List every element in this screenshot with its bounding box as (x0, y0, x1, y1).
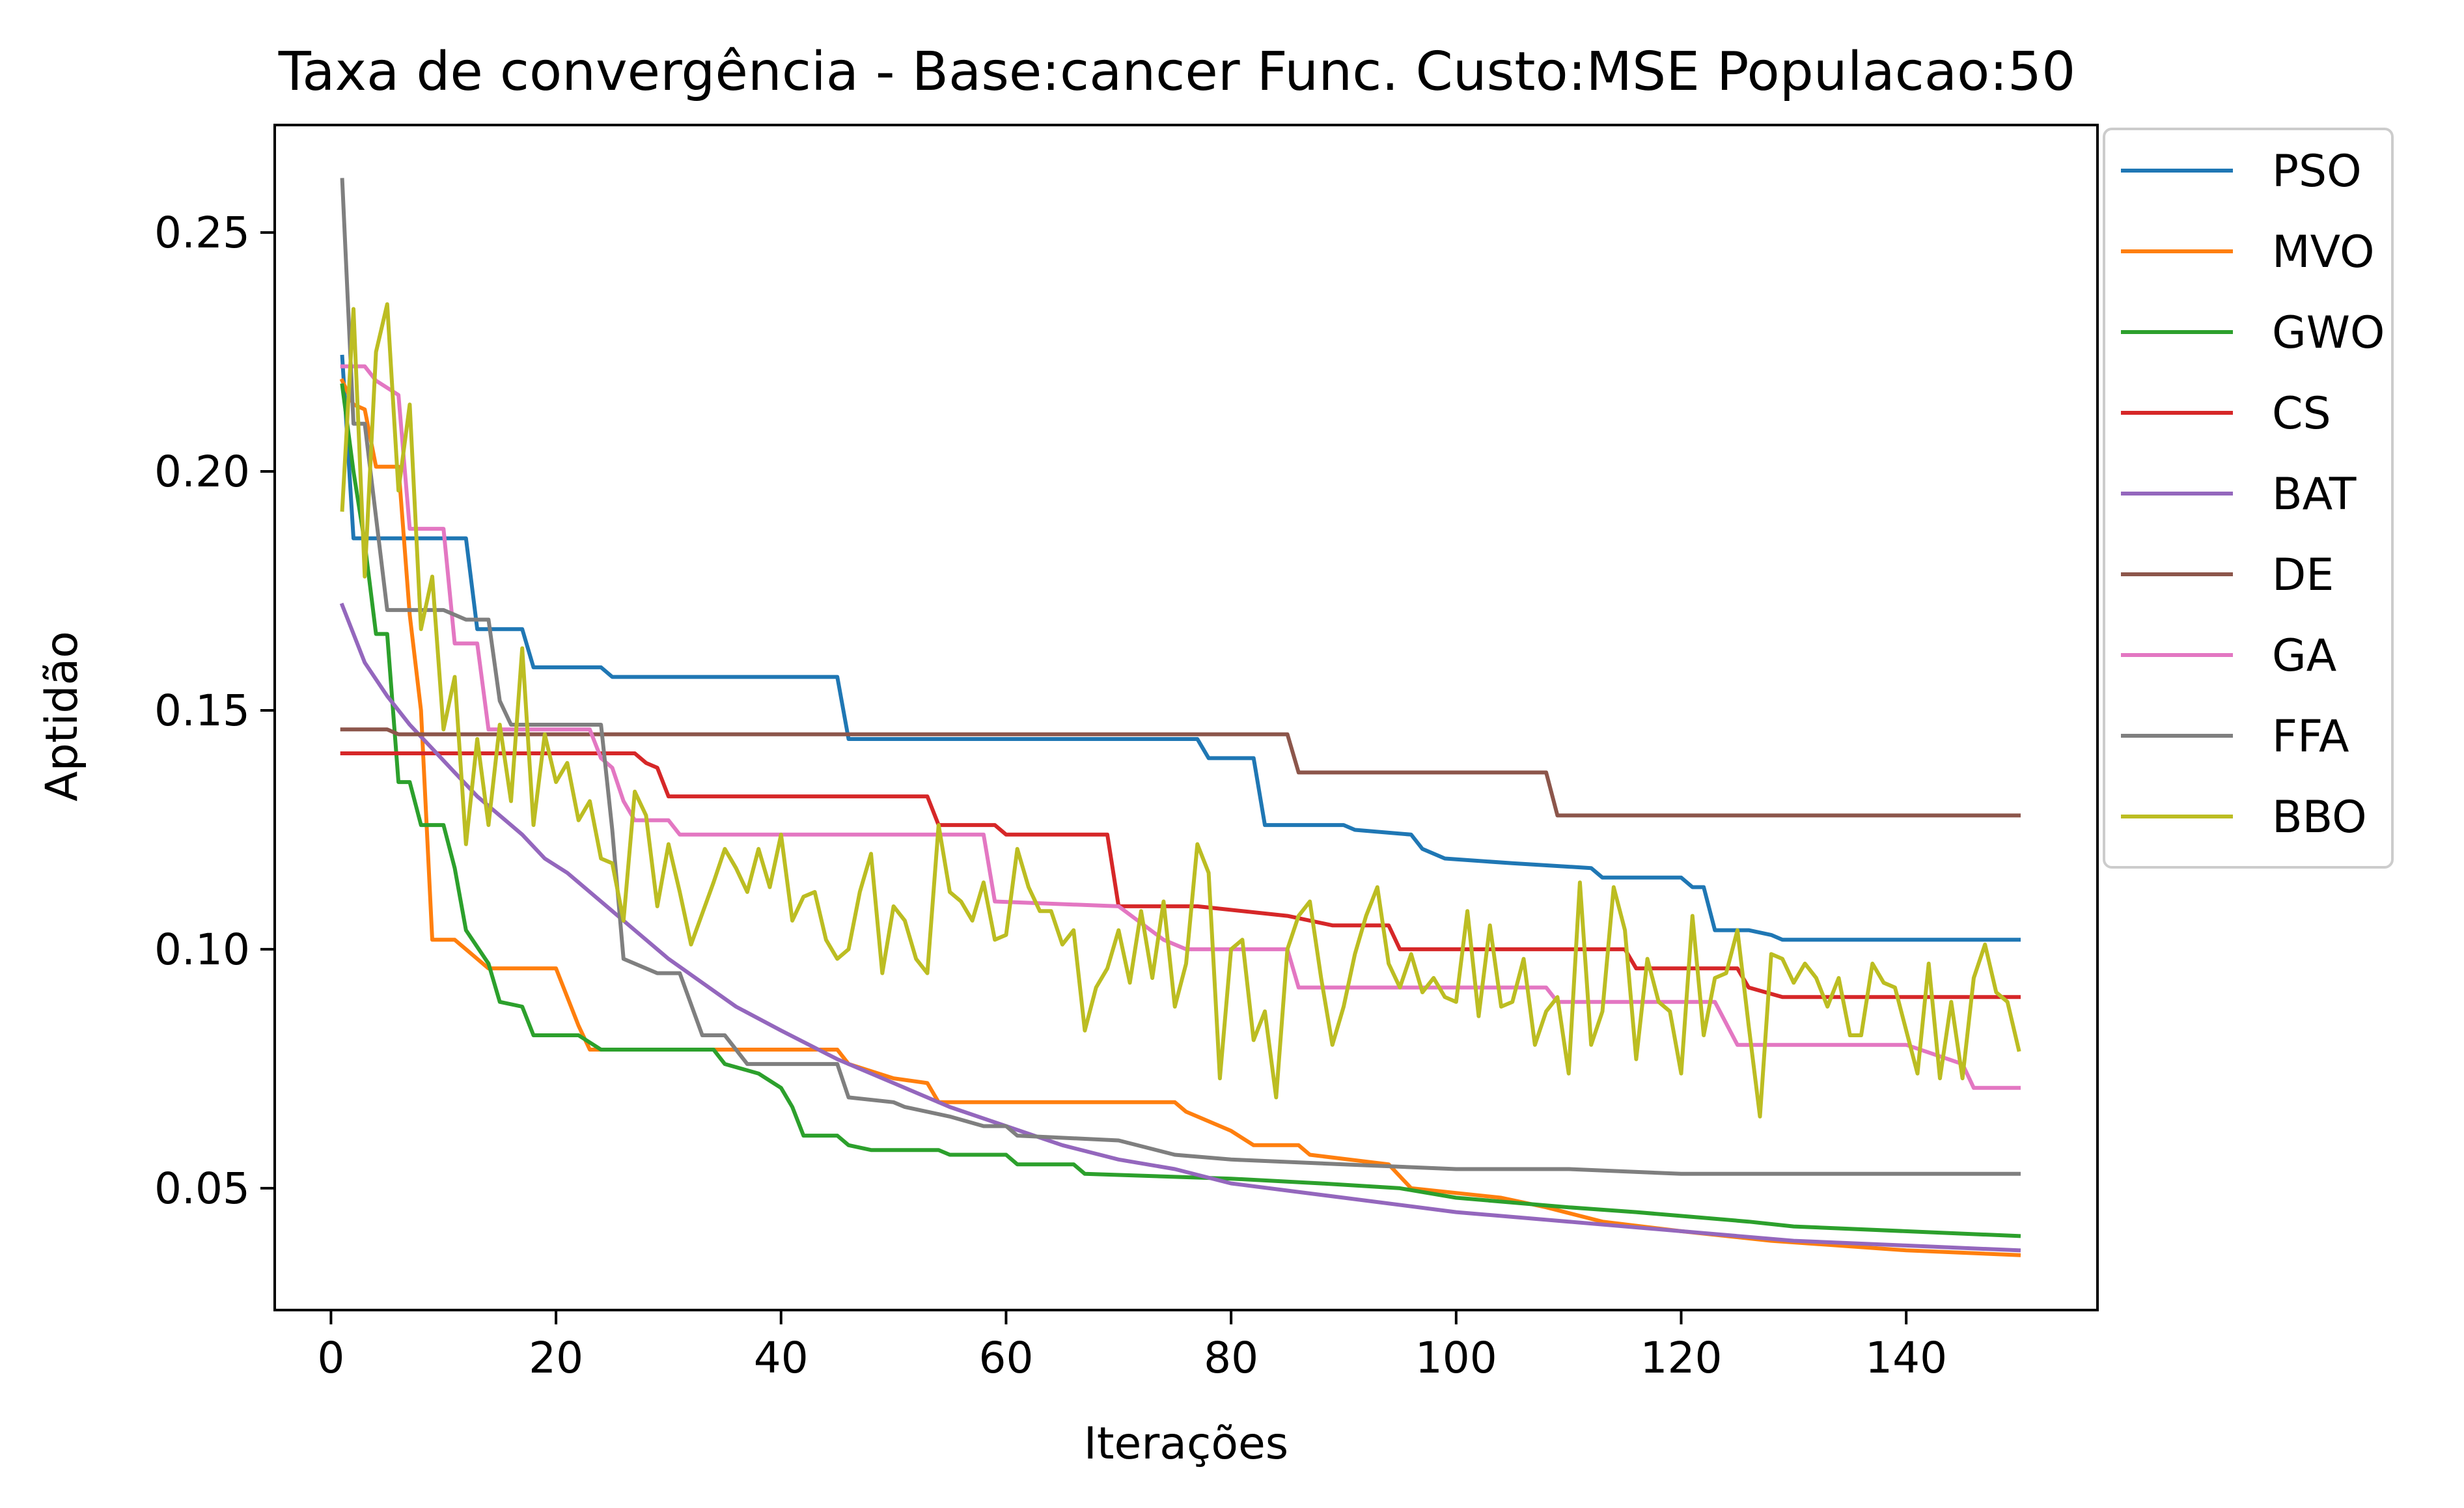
legend-label-bbo: BBO (2272, 792, 2367, 843)
x-tick-label: 100 (1415, 1333, 1497, 1383)
x-axis-label: Iterações (1084, 1418, 1288, 1470)
x-axis: 0 20 40 60 80 100 120 140 (317, 1310, 1947, 1383)
x-tick-label: 0 (317, 1333, 344, 1383)
x-tick-label: 40 (754, 1333, 809, 1383)
series-line-cs (340, 751, 2021, 999)
y-tick-label: 0.15 (154, 686, 250, 736)
series-line-mvo (339, 378, 2021, 1257)
series-line-ga (340, 364, 2021, 1090)
series-line-bbo (340, 302, 2021, 1119)
y-tick-label: 0.20 (154, 447, 250, 497)
legend: PSO MVO GWO CS BAT DE GA FFA BBO (2103, 128, 2394, 869)
plot-frame (273, 124, 2099, 1311)
y-tick-label: 0.05 (154, 1164, 250, 1214)
series-layer (339, 178, 2021, 1257)
legend-label-ga: GA (2272, 630, 2336, 682)
y-axis: 0.05 0.10 0.15 0.20 0.25 (154, 208, 275, 1214)
plot-background (275, 125, 2097, 1310)
legend-label-gwo: GWO (2272, 307, 2385, 359)
legend-label-pso: PSO (2272, 146, 2362, 197)
y-tick-label: 0.10 (154, 925, 250, 975)
x-tick-label: 120 (1640, 1333, 1723, 1383)
chart-title: Taxa de convergência - Base:cancer Func.… (278, 41, 2076, 103)
series-line-de (340, 727, 2021, 818)
y-tick-label: 0.25 (154, 208, 250, 258)
legend-label-de: DE (2272, 550, 2334, 601)
legend-label-ffa: FFA (2272, 711, 2349, 762)
legend-frame (2103, 128, 2394, 869)
legend-items: PSO MVO GWO CS BAT DE GA FFA BBO (2121, 146, 2385, 843)
x-tick-label: 60 (978, 1333, 1033, 1383)
legend-label-cs: CS (2272, 388, 2331, 440)
legend-label-mvo: MVO (2272, 227, 2375, 278)
series-line-pso (340, 354, 2021, 942)
legend-label-bat: BAT (2272, 469, 2357, 520)
series-line-gwo (340, 383, 2021, 1238)
x-tick-label: 20 (529, 1333, 583, 1383)
series-line-ffa (340, 178, 2021, 1176)
x-tick-label: 140 (1865, 1333, 1947, 1383)
y-axis-label: Aptidão (36, 631, 88, 802)
x-tick-label: 80 (1204, 1333, 1258, 1383)
